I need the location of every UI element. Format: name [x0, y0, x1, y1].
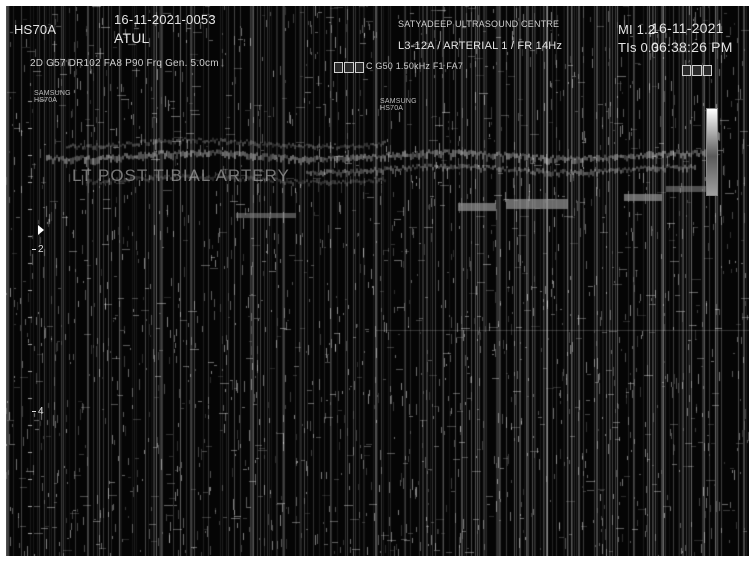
exam-id: 16-11-2021-0053 [114, 12, 216, 27]
ultrasound-image-frame: HS70A 16-11-2021-0053 ATUL SATYADEEP ULT… [6, 6, 749, 556]
centre-name: SATYADEEP ULTRASOUND CENTRE [398, 19, 560, 29]
mi-label: MI [618, 22, 633, 37]
focus-marker-icon [38, 225, 44, 235]
brand-text: SAMSUNG [380, 98, 417, 105]
depth-marker-2: 2 [32, 244, 44, 255]
color-parameters: C G50 1.50kHz F1 FA7 [366, 61, 464, 71]
model-text: HS70A [34, 97, 58, 104]
model-text: HS70A [380, 105, 404, 112]
time: 06:38:26 PM [651, 39, 733, 55]
date: 16-11-2021 [651, 20, 724, 36]
samsung-logo-center: SAMSUNG HS70A [380, 98, 417, 112]
tis-label: TIs [618, 40, 637, 55]
probe-settings: L3-12A / ARTERIAL 1 / FR 14Hz [398, 40, 563, 52]
color-scale-bar [706, 108, 718, 196]
mode-icons [334, 62, 364, 73]
2d-parameters: 2D G57 DR102 FA8 P90 Frq Gen. 5.0cm [30, 58, 219, 69]
samsung-logo-left: SAMSUNG HS70A [34, 90, 71, 104]
mode-icons-right [682, 65, 712, 76]
depth-marker-4: 4 [32, 406, 44, 417]
brand-text: SAMSUNG [34, 90, 71, 97]
annotation-label: LT POST TIBIAL ARTERY [72, 166, 290, 185]
ultrasound-scan-image [6, 6, 749, 556]
probe-model-label: HS70A [14, 22, 57, 37]
mi-value: 1.2 [636, 22, 656, 37]
tis-value: 0.3 [640, 40, 660, 55]
patient-name: ATUL [114, 30, 150, 46]
